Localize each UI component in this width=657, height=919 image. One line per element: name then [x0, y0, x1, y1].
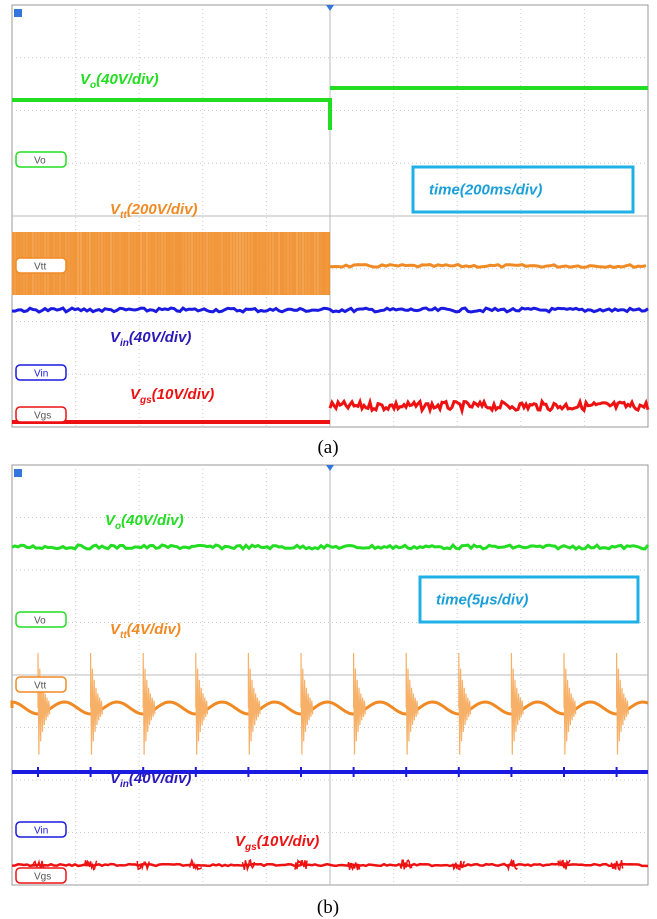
channel-tag-text: Vo: [34, 616, 46, 627]
channel-tag-text: Vin: [34, 826, 48, 837]
label-subscript: gs: [244, 842, 257, 853]
channel-tag-text: Vtt: [34, 681, 46, 692]
trigger-icon: [14, 9, 22, 17]
caption: (a): [317, 437, 338, 458]
channel-tag-text: Vgs: [34, 872, 51, 883]
label-scale: (10V/div): [257, 833, 320, 850]
channel-tag-text: Vo: [34, 156, 46, 167]
label-scale: (40V/div): [129, 770, 192, 787]
trigger-icon: [14, 469, 22, 477]
channel-tag-text: Vgs: [34, 411, 51, 422]
label-scale: (4V/div): [127, 621, 181, 638]
time-label: time(5μs/div): [436, 592, 528, 609]
label-scale: (40V/div): [121, 512, 184, 529]
label-subscript: in: [120, 338, 129, 349]
label-scale: (10V/div): [152, 386, 215, 403]
label-subscript: gs: [139, 395, 152, 406]
label-scale: (40V/div): [96, 71, 159, 88]
page: {"panels": [ {"caption": "(a)", "time_la…: [0, 0, 657, 919]
label-subscript: in: [120, 779, 129, 790]
figure: Vo (40V/div) Vo Vtt (200V/div) Vtt Vin (40V/div…: [0, 0, 657, 919]
time-label: time(200ms/div): [429, 182, 542, 199]
label-scale: (200V/div): [127, 201, 198, 218]
channel-tag-text: Vin: [34, 369, 48, 380]
label-scale: (40V/div): [129, 329, 192, 346]
caption: (b): [317, 897, 339, 918]
channel-tag-text: Vtt: [34, 262, 46, 273]
